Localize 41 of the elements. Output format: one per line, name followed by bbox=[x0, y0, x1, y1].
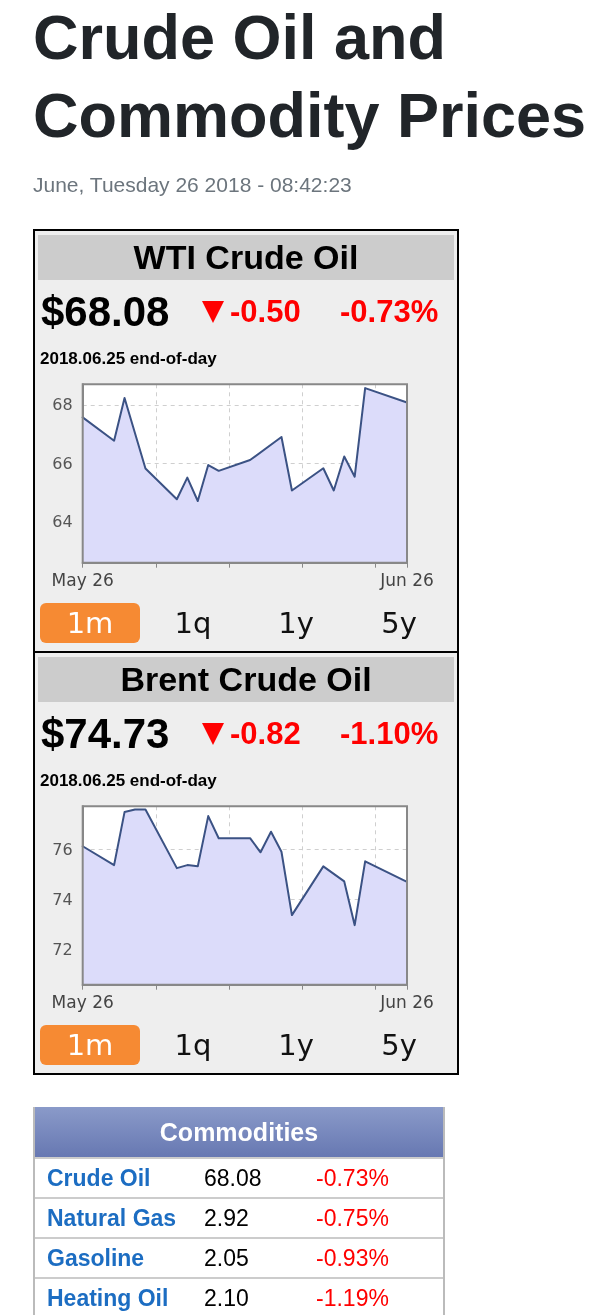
text: 2018.06.25 end-of-day bbox=[40, 349, 217, 369]
text: Natural Gas bbox=[47, 1204, 177, 1233]
chart-title: Brent Crude Oil bbox=[38, 657, 454, 702]
text: -0.82 bbox=[230, 716, 301, 752]
text: 5y bbox=[380, 605, 418, 642]
y-tick-label: 66 bbox=[52, 453, 73, 473]
text: 1q bbox=[173, 605, 213, 642]
text: -0.73% bbox=[340, 294, 439, 330]
x-tick-label: Jun 26 bbox=[379, 570, 434, 591]
chart-title: WTI Crude Oil bbox=[38, 235, 454, 280]
y-tick-label: 72 bbox=[52, 940, 73, 960]
text: 2.05 bbox=[204, 1244, 249, 1273]
text: Crude Oil bbox=[47, 1164, 151, 1193]
text: -1.10% bbox=[340, 716, 439, 752]
text: 5y bbox=[380, 1027, 418, 1064]
text: $68.08 bbox=[41, 288, 170, 336]
text: Heating Oil bbox=[47, 1284, 169, 1313]
y-tick-label: 74 bbox=[52, 889, 73, 909]
text: 2.10 bbox=[204, 1284, 249, 1313]
text: $74.73 bbox=[41, 710, 170, 758]
y-tick-label: 68 bbox=[52, 395, 73, 415]
text: 1y bbox=[277, 605, 315, 642]
text: Commodities bbox=[35, 1107, 443, 1157]
text: -1.19% bbox=[316, 1284, 389, 1313]
text: Crude Oil and Commodity Prices bbox=[33, 1, 588, 152]
y-tick-label: 64 bbox=[52, 512, 73, 532]
text: -0.93% bbox=[316, 1244, 389, 1273]
x-tick-label: Jun 26 bbox=[379, 992, 434, 1013]
text: Gasoline bbox=[47, 1244, 145, 1273]
text: 68.08 bbox=[204, 1164, 262, 1193]
text: -0.75% bbox=[316, 1204, 389, 1233]
text: June, Tuesday 26 2018 - 08:42:23 bbox=[33, 173, 352, 197]
text: 2018.06.25 end-of-day bbox=[40, 771, 217, 791]
y-tick-label: 76 bbox=[52, 839, 73, 859]
x-tick-label: May 26 bbox=[51, 992, 114, 1013]
text: 1y bbox=[277, 1027, 315, 1064]
text: -0.50 bbox=[230, 294, 301, 330]
text: -0.73% bbox=[316, 1164, 389, 1193]
text: 1q bbox=[173, 1027, 213, 1064]
text: 2.92 bbox=[204, 1204, 249, 1233]
x-tick-label: May 26 bbox=[51, 570, 114, 591]
